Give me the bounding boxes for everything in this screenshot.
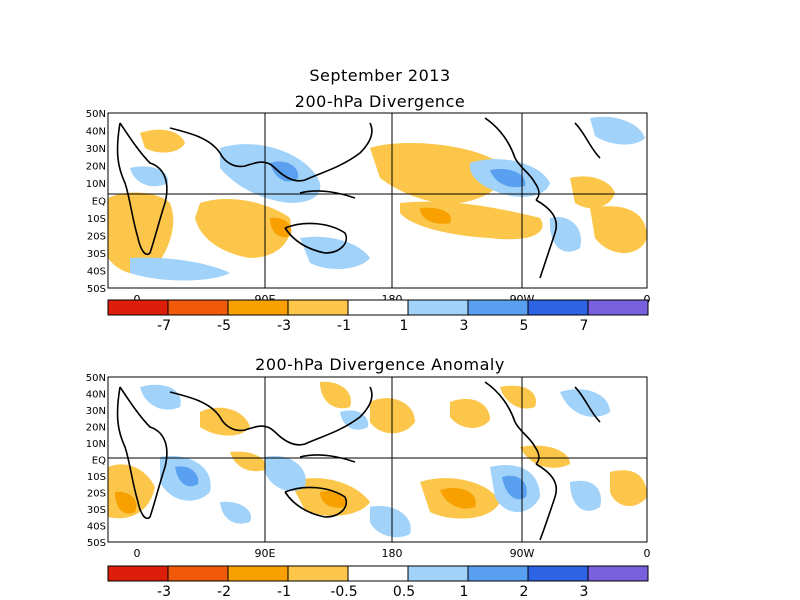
colorbar-swatch — [227, 565, 289, 582]
colorbar-swatch — [287, 565, 349, 582]
lat-label: 20N — [86, 162, 106, 173]
colorbar-swatch — [587, 299, 649, 316]
lon-label: 0 — [134, 547, 141, 560]
colorbar-swatch — [407, 299, 469, 316]
colorbar-swatch — [527, 299, 589, 316]
colorbar-label: 5 — [520, 318, 529, 334]
colorbar-swatch — [167, 565, 229, 582]
colorbar-label: 0.5 — [393, 584, 415, 600]
panel2-title: 200-hPa Divergence Anomaly — [255, 355, 505, 374]
colorbar-label: -2 — [217, 584, 231, 600]
lat-label: 10S — [87, 472, 106, 483]
colorbar-label: 2 — [520, 584, 529, 600]
colorbar-label: -0.5 — [330, 584, 357, 600]
lat-label: EQ — [92, 197, 106, 208]
lat-label: 10N — [86, 439, 106, 450]
lat-label: 40N — [86, 390, 106, 401]
colorbar-label: -7 — [157, 318, 171, 334]
figure-title: September 2013 — [309, 66, 451, 85]
divergence-field — [108, 116, 647, 281]
colorbar-swatch — [587, 565, 649, 582]
map-frame — [107, 376, 648, 543]
colorbar-swatch — [107, 299, 169, 316]
lat-label: 30S — [87, 249, 106, 260]
lat-label: 30S — [87, 505, 106, 516]
divergence-anomaly-map: 50N 40N 30N 20N 10N EQ 10S 20S 30S 40S 50S 0 90E 180… — [86, 373, 651, 560]
colorbar-swatch — [467, 299, 529, 316]
colorbar-label: -3 — [157, 584, 171, 600]
map-frame — [107, 112, 648, 289]
colorbar-label: -5 — [217, 318, 231, 334]
lat-label: 40S — [87, 522, 106, 533]
lat-label: 30N — [86, 406, 106, 417]
lat-label: 40N — [86, 127, 106, 138]
lat-label: EQ — [92, 456, 106, 467]
colorbar-swatch — [167, 299, 229, 316]
colorbar-swatch — [407, 565, 469, 582]
coastlines — [116, 381, 601, 541]
colorbar-swatch — [527, 565, 589, 582]
colorbar-swatch — [347, 299, 409, 316]
lon-label: 90E — [255, 547, 276, 560]
lat-label: 20S — [87, 489, 106, 500]
lon-label: 90W — [510, 547, 535, 560]
colorbar-label: 3 — [580, 584, 589, 600]
lat-label: 30N — [86, 144, 106, 155]
colorbar-label: 3 — [460, 318, 469, 334]
lat-label: 10S — [87, 214, 106, 225]
divergence-colorbar: -7 -5 -3 -1 1 3 5 7 — [107, 299, 649, 334]
lat-label: 20S — [87, 232, 106, 243]
colorbar-label: -3 — [277, 318, 291, 334]
colorbar-label: 7 — [580, 318, 589, 334]
lat-label: 20N — [86, 423, 106, 434]
coastlines — [116, 117, 601, 279]
colorbar-swatch — [287, 299, 349, 316]
colorbar-swatch — [107, 565, 169, 582]
colorbar-swatch — [347, 565, 409, 582]
colorbar-swatch — [467, 565, 529, 582]
colorbar-label: -1 — [277, 584, 291, 600]
colorbar-swatch — [227, 299, 289, 316]
lat-label: 50S — [87, 284, 106, 295]
colorbar-label: 1 — [400, 318, 409, 334]
lon-label: 180 — [382, 547, 403, 560]
lon-label: 0 — [644, 547, 651, 560]
colorbar-label: 1 — [460, 584, 469, 600]
lat-label: 50S — [87, 538, 106, 549]
anomaly-colorbar: -3 -2 -1 -0.5 0.5 1 2 3 — [107, 565, 649, 600]
lat-label: 50N — [86, 109, 106, 120]
panel1-title: 200-hPa Divergence — [294, 92, 466, 111]
lat-label: 40S — [87, 267, 106, 278]
lat-label: 50N — [86, 373, 106, 384]
colorbar-label: -1 — [337, 318, 351, 334]
lat-label: 10N — [86, 179, 106, 190]
